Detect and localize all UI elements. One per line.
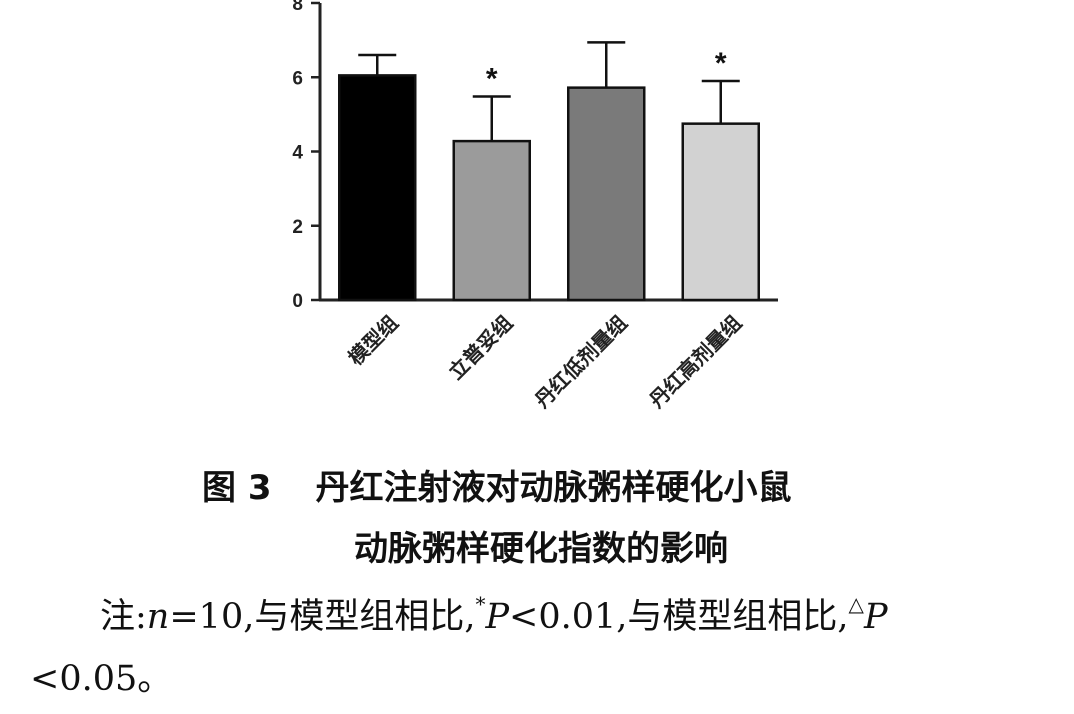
category-label: 立普妥组 — [444, 311, 518, 385]
note-p1-mark: * — [475, 592, 486, 617]
significance-mark: * — [486, 63, 498, 96]
y-tick-label: 6 — [292, 68, 303, 89]
figure-caption-line-1: 图 3 丹红注射液对动脉粥样硬化小鼠 — [202, 460, 792, 509]
category-label: 丹红低剂量组 — [530, 311, 632, 413]
y-tick-label: 4 — [292, 143, 303, 164]
chart-bars — [338, 41, 760, 302]
y-tick-label: 2 — [292, 217, 303, 238]
bar-chart: 0 2 4 6 8 模型组 * 立普妥组 丹红低剂量组 * 丹红高剂量组 — [292, 0, 778, 413]
figure-caption-line-2: 动脉粥样硬化指数的影响 — [354, 529, 728, 569]
note-p2-symbol: P — [863, 597, 888, 637]
figure-note-line-2: <0.05。 — [30, 659, 173, 699]
note-n-symbol: n — [146, 597, 170, 637]
y-tick-label: 0 — [292, 291, 303, 312]
note-p1-symbol: P — [485, 597, 510, 637]
category-label: 模型组 — [343, 311, 402, 370]
bar — [452, 139, 531, 302]
note-p1-value: <0.01,与模型组相比, — [509, 597, 849, 637]
bar — [338, 74, 417, 302]
figure-number: 图 3 — [202, 468, 272, 508]
note-label: 注: — [100, 597, 147, 637]
figure-note-line-1: 注:n=10,与模型组相比,*P<0.01,与模型组相比,△P — [100, 588, 888, 639]
y-tick-label: 8 — [292, 0, 303, 15]
category-label: 丹红高剂量组 — [644, 311, 746, 413]
note-n-value: =10,与模型组相比, — [169, 597, 476, 637]
bar — [681, 122, 760, 302]
significance-mark: * — [715, 47, 727, 80]
note-p2-mark: △ — [848, 592, 864, 617]
bar — [567, 86, 646, 302]
figure-title-line-1: 丹红注射液对动脉粥样硬化小鼠 — [315, 468, 792, 508]
